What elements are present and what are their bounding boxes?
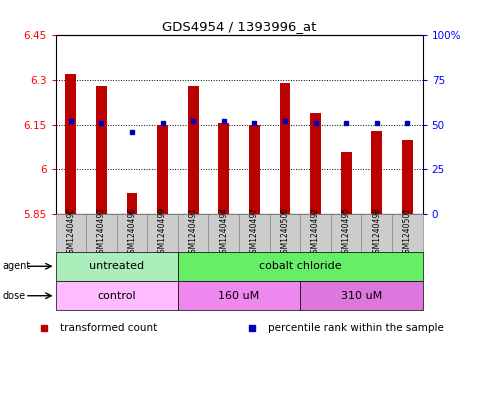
Text: agent: agent	[2, 261, 30, 271]
Text: GSM1240496: GSM1240496	[128, 207, 137, 259]
Title: GDS4954 / 1393996_at: GDS4954 / 1393996_at	[162, 20, 316, 33]
Bar	[56, 214, 86, 252]
Bar	[280, 83, 290, 214]
Text: GSM1240497: GSM1240497	[250, 207, 259, 259]
Bar	[86, 214, 117, 252]
Text: GSM1240501: GSM1240501	[403, 208, 412, 258]
Bar	[300, 281, 423, 310]
Bar	[371, 131, 382, 214]
Bar	[157, 125, 168, 214]
Text: transformed count: transformed count	[60, 323, 158, 332]
Text: GSM1240499: GSM1240499	[158, 207, 167, 259]
Bar	[239, 214, 270, 252]
Bar	[270, 214, 300, 252]
Bar	[127, 193, 137, 214]
Text: GSM1240493: GSM1240493	[97, 207, 106, 259]
Bar	[361, 214, 392, 252]
Bar	[117, 214, 147, 252]
Text: untreated: untreated	[89, 261, 144, 271]
Bar	[402, 140, 412, 214]
Text: percentile rank within the sample: percentile rank within the sample	[268, 323, 444, 332]
Text: control: control	[98, 291, 136, 301]
Bar	[392, 214, 423, 252]
Bar	[341, 152, 352, 214]
Text: cobalt chloride: cobalt chloride	[259, 261, 341, 271]
Bar	[310, 113, 321, 214]
Text: 160 uM: 160 uM	[218, 291, 260, 301]
Bar	[66, 74, 76, 214]
Text: GSM1240492: GSM1240492	[311, 208, 320, 258]
Bar	[249, 125, 260, 214]
Bar	[56, 281, 178, 310]
Text: GSM1240491: GSM1240491	[189, 208, 198, 258]
Text: GSM1240490: GSM1240490	[66, 207, 75, 259]
Text: GSM1240495: GSM1240495	[341, 207, 351, 259]
Bar	[178, 281, 300, 310]
Bar	[188, 86, 199, 214]
Bar	[96, 86, 107, 214]
Text: dose: dose	[2, 291, 26, 301]
Bar	[56, 252, 178, 281]
Bar	[178, 252, 423, 281]
Bar	[147, 214, 178, 252]
Text: GSM1240500: GSM1240500	[281, 207, 289, 259]
Text: GSM1240498: GSM1240498	[372, 208, 381, 258]
Bar	[178, 214, 209, 252]
Text: GSM1240494: GSM1240494	[219, 207, 228, 259]
Bar	[209, 214, 239, 252]
Bar	[218, 123, 229, 214]
Text: 310 uM: 310 uM	[341, 291, 382, 301]
Bar	[300, 214, 331, 252]
Bar	[331, 214, 361, 252]
